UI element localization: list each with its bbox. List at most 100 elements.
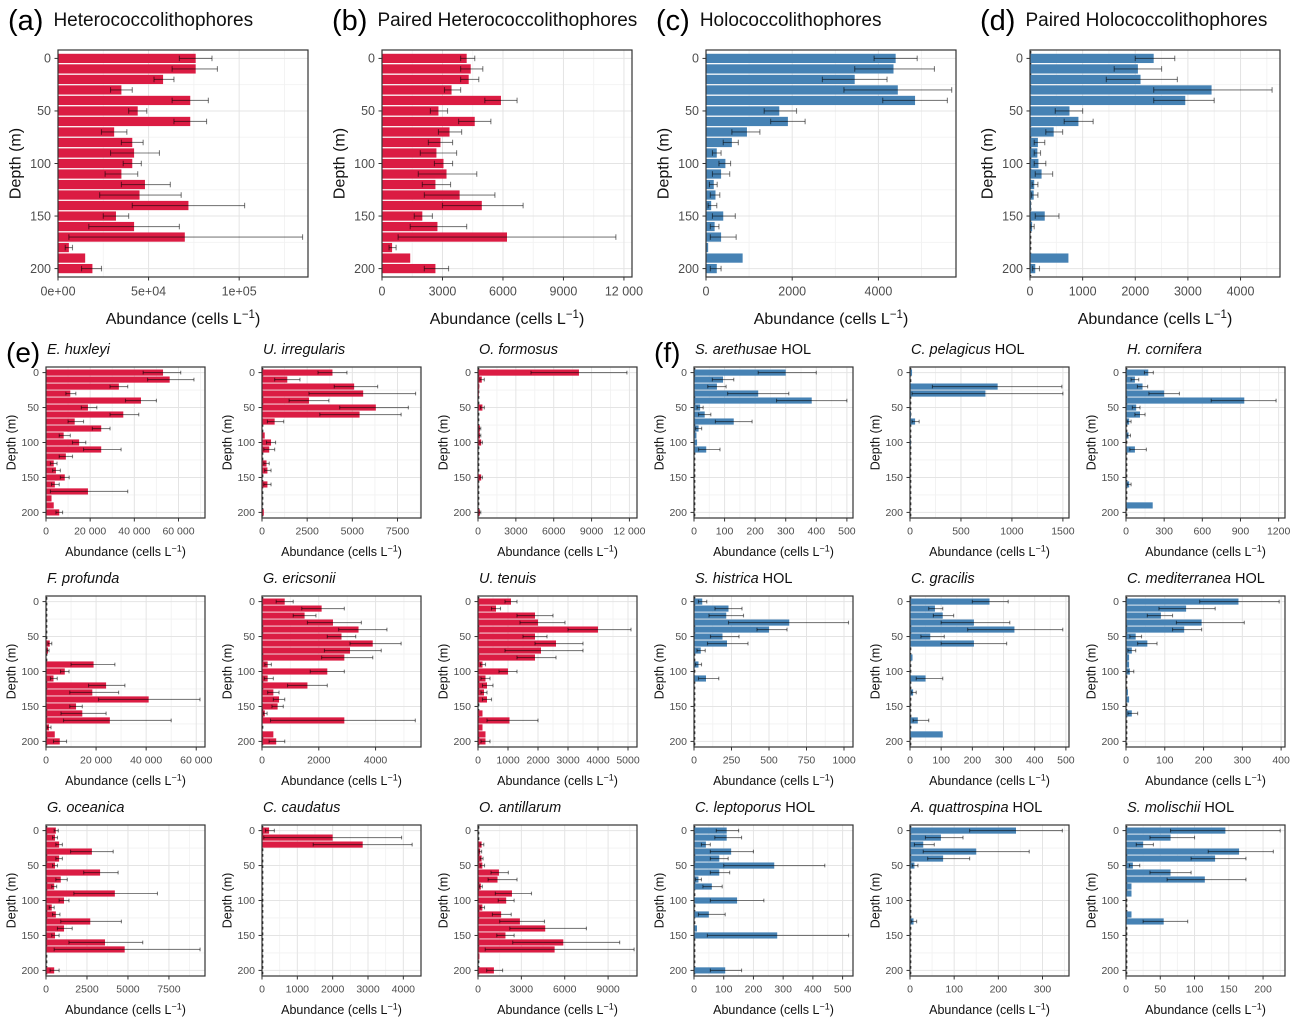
y-tick-label: 150: [1101, 930, 1119, 942]
x-axis-title: Abundance (cells L−1): [929, 543, 1050, 559]
bar-depth-10: [1030, 64, 1138, 74]
bar-depth-10: [58, 64, 196, 74]
bar-depth-60: [1126, 411, 1140, 418]
bar-depth-0: [910, 827, 1016, 834]
bar-depth-30: [1126, 619, 1202, 626]
panel-title: Heterococcolithophores: [53, 10, 254, 31]
y-tick-label: 100: [21, 437, 39, 449]
x-tick-label: 500: [834, 984, 852, 996]
x-axis-title: Abundance (cells L−1): [929, 772, 1050, 788]
bar-depth-10: [910, 605, 935, 612]
bar-depth-0: [58, 53, 196, 64]
x-tick-label: 150: [1220, 984, 1238, 996]
x-tick-label: 0: [43, 984, 49, 996]
chart-c-caudatus-plot: 0 1000 2000 3000 4000 0 50 100 150 200 Abundance (…: [220, 824, 422, 1017]
bar-depth-10: [706, 64, 894, 74]
panel-b-paired-heterococcolithophores-plot: 0 3000 6000 9000 12 000 0 50 100 150 200 Abundance…: [332, 49, 643, 328]
y-tick-label: 150: [354, 209, 375, 223]
bar-depth-30: [706, 85, 898, 95]
bar-depth-130: [1126, 689, 1128, 696]
y-axis-title: Depth (m): [868, 415, 882, 471]
chart-f-profunda-title: F. profunda: [0, 566, 216, 591]
y-axis-title: Depth (m): [436, 873, 450, 929]
chart-u-irregularis-title: U. irregularis: [216, 337, 432, 362]
bar-depth-50: [382, 106, 439, 116]
bar-depth-200: [478, 967, 494, 974]
bar-depth-0: [910, 598, 990, 605]
y-tick-label: 200: [30, 262, 51, 276]
bar-depth-30: [478, 619, 538, 626]
species-name: O. formosus: [479, 341, 558, 358]
y-tick-label: 100: [21, 895, 39, 907]
y-axis-title: Depth (m): [652, 415, 666, 471]
x-axis-title: Abundance (cells L−1): [713, 543, 834, 559]
bar-depth-90: [694, 432, 697, 439]
y-tick-label: 50: [675, 631, 687, 643]
bar-depth-150: [46, 703, 77, 710]
y-tick-label: 0: [33, 825, 39, 837]
y-tick-label: 0: [1016, 52, 1023, 66]
bar-depth-90: [382, 148, 437, 158]
chart-c-caudatus-title: C. caudatus: [216, 795, 432, 820]
x-tick-label: 0: [691, 984, 697, 996]
bar-depth-50: [46, 862, 56, 869]
x-tick-label: 0: [475, 526, 481, 538]
chart-s-histrica-hol: S. histrica HOL 0 250 500 750 1000 0 50 100 150 200…: [648, 566, 864, 793]
x-tick-label: 3000: [429, 285, 457, 299]
x-axis-title: Abundance (cells L−1): [281, 1001, 402, 1017]
x-tick-label: 0: [379, 285, 386, 299]
bar-depth-150: [382, 211, 423, 221]
chart-a-quattrospina-hol-plot: 0 100 200 300 0 50 100 150 200 Abundance (cells L…: [868, 824, 1070, 1017]
chart-c-pelagicus-hol-plot: 0 500 1000 1500 0 50 100 150 200 Abundance (cells…: [868, 366, 1075, 559]
x-axis-title: Abundance (cells L−1): [497, 772, 618, 788]
y-axis-title: Depth (m): [652, 873, 666, 929]
x-tick-label: 300: [1034, 984, 1052, 996]
y-tick-label: 200: [237, 965, 255, 977]
y-tick-label: 200: [21, 507, 39, 519]
chart-e-huxleyi: E. huxleyi 0 20 000 40 000 60 000 0 50 100 150 20…: [0, 337, 216, 564]
chart-u-tenuis-plot: 0 1000 2000 3000 4000 5000 0 50 100 150 200 Abundan…: [436, 595, 640, 788]
bar-depth-10: [1126, 834, 1171, 841]
bar-depth-40: [694, 626, 769, 633]
x-tick-label: 3000: [356, 984, 380, 996]
bar-depth-110: [58, 169, 122, 179]
y-tick-label: 100: [885, 666, 903, 678]
y-tick-label: 50: [675, 860, 687, 872]
chart-c-gracilis-title: C. gracilis: [864, 566, 1080, 591]
bar-depth-10: [262, 605, 322, 612]
chart-u-tenuis-title: U. tenuis: [432, 566, 648, 591]
y-axis-title: Depth (m): [436, 415, 450, 471]
y-tick-label: 150: [669, 701, 687, 713]
bar-depth-200: [46, 738, 60, 745]
y-tick-label: 200: [354, 262, 375, 276]
chart-a-quattrospina-hol-title: A. quattrospina HOL: [864, 795, 1080, 820]
bar-depth-60: [706, 116, 788, 127]
y-tick-label: 150: [669, 930, 687, 942]
bar-depth-50: [910, 633, 931, 640]
bar-depth-0: [706, 53, 896, 64]
x-axis-title: Abundance (cells L−1): [430, 309, 585, 328]
bar-depth-40: [1126, 626, 1185, 633]
panel-d-paired-holococcolithophores-plot: 0 1000 2000 3000 4000 0 50 100 150 200 Abundance (…: [980, 49, 1281, 328]
y-tick-label: 200: [669, 736, 687, 748]
chart-f-profunda-plot: 0 20 000 40 000 60 000 0 50 100 150 200 Abundance…: [4, 595, 212, 788]
bar-depth-130: [382, 190, 460, 200]
x-tick-label: 1000: [286, 984, 310, 996]
bar-depth-200: [58, 263, 93, 274]
bar-depth-190: [910, 731, 943, 738]
species-name: S. arethusae: [695, 341, 778, 358]
y-axis-title: Depth (m): [652, 644, 666, 700]
x-tick-label: 5000: [116, 984, 140, 996]
y-tick-label: 150: [21, 930, 39, 942]
bar-depth-20: [1030, 74, 1141, 85]
y-tick-label: 50: [685, 104, 699, 118]
x-tick-label: 100: [716, 526, 734, 538]
bar-depth-0: [694, 827, 727, 834]
bar-depth-180: [382, 242, 393, 253]
x-tick-label: 2000: [778, 285, 806, 299]
bar-depth-50: [262, 404, 376, 411]
bar-depth-120: [46, 682, 107, 689]
bar-depth-80: [58, 137, 133, 148]
bar-depth-200: [694, 967, 726, 974]
y-tick-label: 100: [885, 437, 903, 449]
